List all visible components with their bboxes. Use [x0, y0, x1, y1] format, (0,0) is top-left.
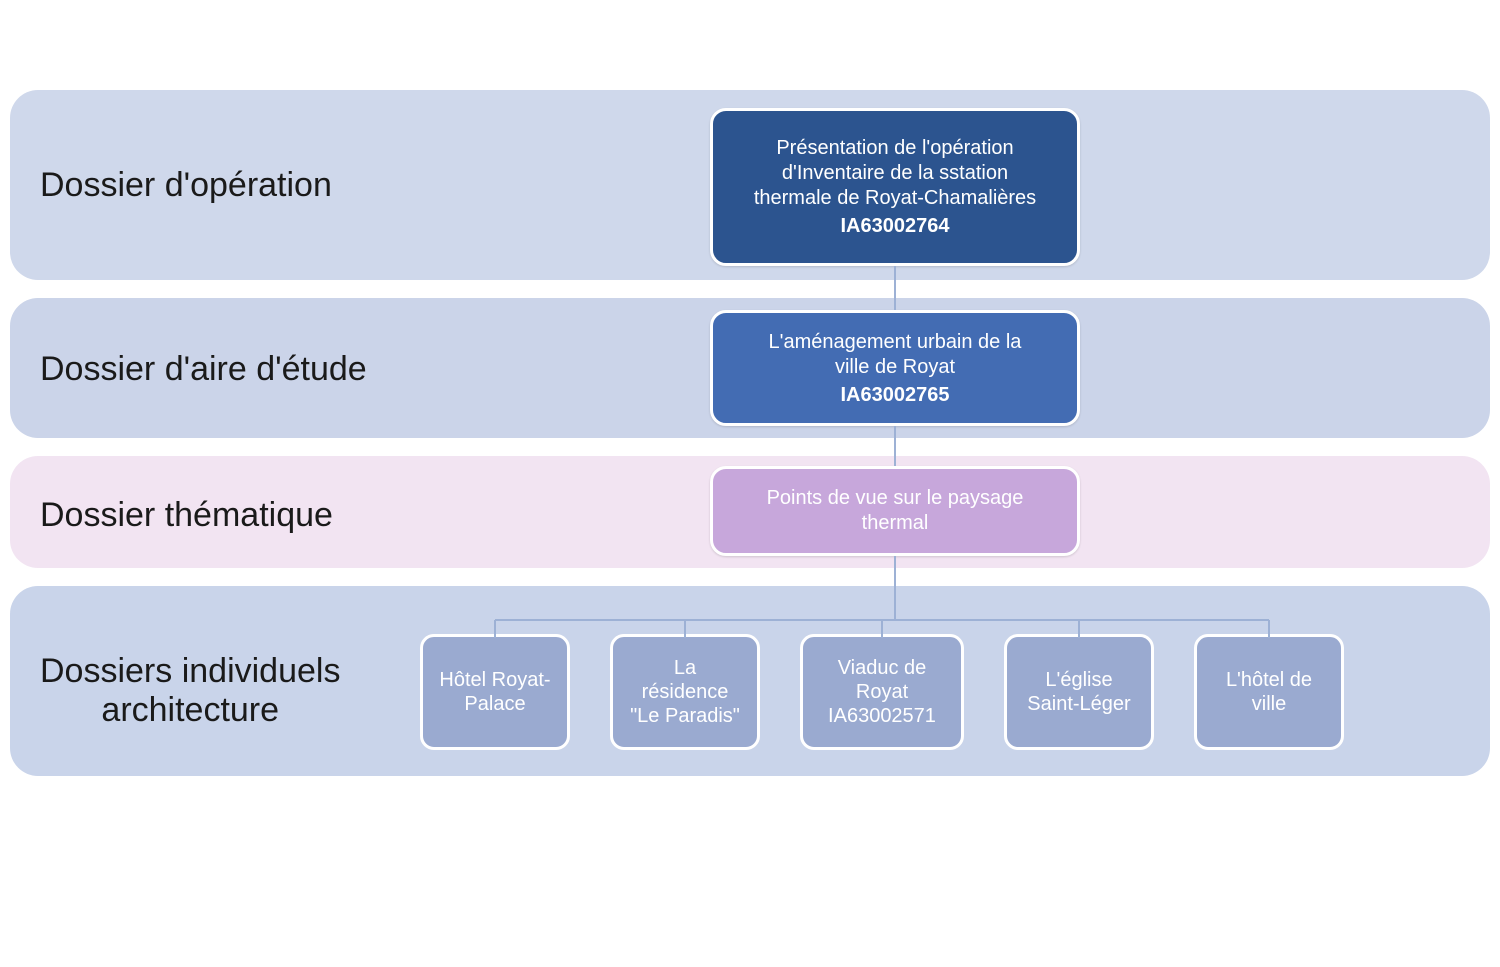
- row-operation-label: Dossier d'opération: [40, 166, 332, 205]
- row-operation: Dossier d'opération Présentation de l'op…: [10, 90, 1490, 280]
- node-root-code: IA63002764: [841, 215, 950, 238]
- node-thematique-line1: Points de vue sur le paysage: [767, 486, 1024, 511]
- node-aire-line2: ville de Royat: [835, 355, 955, 380]
- leaf-residence-paradis: Larésidence"Le Paradis": [610, 634, 760, 750]
- row-individuels: Dossiers individuelsarchitecture Hôtel R…: [10, 586, 1490, 776]
- node-root: Présentation de l'opération d'Inventaire…: [710, 108, 1080, 266]
- node-root-line2: d'Inventaire de la sstation: [782, 161, 1008, 186]
- leaf-viaduc: Viaduc deRoyatIA63002571: [800, 634, 964, 750]
- node-root-line3: thermale de Royat-Chamalières: [754, 186, 1036, 211]
- row-aire-label: Dossier d'aire d'étude: [40, 350, 367, 389]
- leaf-eglise: L'égliseSaint-Léger: [1004, 634, 1154, 750]
- node-thematique: Points de vue sur le paysage thermal: [710, 466, 1080, 556]
- diagram-canvas: Dossier d'opération Présentation de l'op…: [10, 90, 1490, 794]
- leaf-hotel-ville: L'hôtel deville: [1194, 634, 1344, 750]
- node-root-line1: Présentation de l'opération: [776, 136, 1013, 161]
- node-aire: L'aménagement urbain de la ville de Roya…: [710, 310, 1080, 426]
- node-aire-line1: L'aménagement urbain de la: [769, 330, 1022, 355]
- leaf-hotel-palace: Hôtel Royat-Palace: [420, 634, 570, 750]
- row-aire: Dossier d'aire d'étude L'aménagement urb…: [10, 298, 1490, 438]
- node-aire-code: IA63002765: [841, 384, 950, 407]
- row-thematique-label: Dossier thématique: [40, 496, 333, 535]
- row-thematique: Dossier thématique Points de vue sur le …: [10, 456, 1490, 568]
- row-individuels-label: Dossiers individuelsarchitecture: [40, 652, 340, 730]
- node-thematique-line2: thermal: [862, 511, 929, 536]
